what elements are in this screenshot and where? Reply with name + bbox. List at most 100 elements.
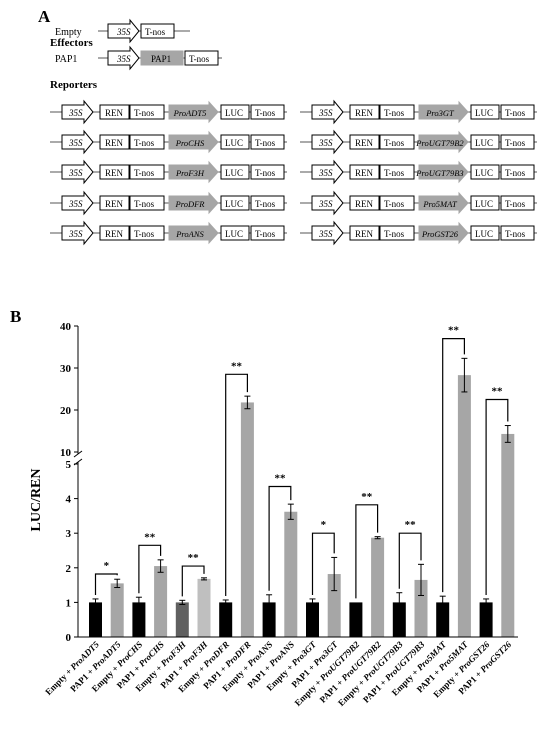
- effector-empty: Empty 35S T-nos: [55, 18, 190, 44]
- tnos-box: [379, 164, 415, 180]
- reporter-construct-left-0: 35S REN T-nos ProADT5 LUC T-nos: [50, 99, 287, 125]
- reporter-construct-right-3: 35S REN T-nos Pro5MAT LUC T-nos: [300, 190, 537, 216]
- promoter-35s-label: 35S: [318, 138, 333, 148]
- luc-box: [220, 134, 250, 150]
- promoter-35s-label: 35S: [68, 229, 83, 239]
- ren-box: [349, 134, 380, 150]
- bar: [262, 602, 276, 637]
- tnos-label: T-nos: [505, 229, 526, 239]
- tnos-box: [500, 104, 535, 120]
- tnos-box: [129, 134, 165, 150]
- tnos-label: T-nos: [384, 168, 405, 178]
- reporter-construct-right-2: 35S REN T-nos ProUGT79B3 LUC T-nos: [300, 159, 537, 185]
- ren-label: REN: [355, 168, 374, 178]
- y-tick-label: 5: [66, 459, 72, 471]
- reporter-promoter-label: ProUGT79B3: [415, 168, 463, 178]
- y-tick-label: 20: [60, 405, 72, 417]
- luc-label: LUC: [475, 199, 493, 209]
- ren-box: [99, 134, 130, 150]
- luc-box: [470, 134, 500, 150]
- tnos-label: T-nos: [134, 168, 155, 178]
- reporter-promoter-arrow: [168, 130, 219, 154]
- ren-box: [349, 164, 380, 180]
- bar: [306, 602, 319, 637]
- y-tick-label: 30: [60, 363, 72, 375]
- ren-box: [99, 164, 130, 180]
- reporter-promoter-label: ProUGT79B2: [415, 138, 464, 148]
- promoter-35s-label: 35S: [318, 108, 333, 118]
- significance-bracket: [485, 398, 509, 595]
- bar: [132, 602, 146, 637]
- y-tick-label: 2: [66, 563, 72, 575]
- promoter-35s-label: 35S: [116, 27, 131, 37]
- promoter-35s-arrow: [61, 220, 94, 246]
- reporter-promoter-label: ProGST26: [421, 229, 459, 239]
- tnos-label: T-nos: [255, 199, 276, 209]
- tnos-box: [129, 104, 165, 120]
- tnos-label: T-nos: [505, 199, 526, 209]
- y-tick-label: 1: [66, 597, 72, 609]
- significance-bracket: [311, 532, 335, 595]
- bar: [154, 566, 168, 637]
- tnos-label: T-nos: [255, 138, 276, 148]
- ren-label: REN: [105, 108, 124, 118]
- significance-bracket: [94, 573, 118, 595]
- ren-box: [349, 104, 380, 120]
- tnos-label: T-nos: [384, 108, 405, 118]
- tnos-label: T-nos: [384, 138, 405, 148]
- y-tick-label: 0: [66, 632, 72, 644]
- luc-box: [470, 225, 500, 241]
- y-axis-label: LUC/REN: [29, 468, 44, 531]
- tnos-box: [500, 225, 535, 241]
- ren-box: [99, 104, 130, 120]
- bar: [327, 574, 341, 637]
- panel-b-label: B: [10, 307, 21, 326]
- significance-label: *: [321, 519, 327, 531]
- bar: [414, 579, 428, 637]
- luc-box: [470, 195, 500, 211]
- bar: [349, 602, 363, 637]
- bar: [219, 602, 233, 637]
- bar: [240, 402, 254, 637]
- reporter-promoter-label: ProCHS: [175, 138, 205, 148]
- y-tick-label: 3: [66, 528, 72, 540]
- panel-a-label: A: [38, 7, 51, 26]
- tnos-box: [500, 164, 535, 180]
- promoter-35s-arrow: [107, 45, 140, 71]
- luc-label: LUC: [225, 168, 243, 178]
- reporter-promoter-label: Pro3GT: [425, 108, 455, 118]
- y-tick-label: 4: [66, 494, 72, 506]
- luc-box: [470, 164, 500, 180]
- bar: [371, 537, 385, 637]
- promoter-35s-arrow: [61, 99, 94, 125]
- promoter-35s-arrow: [311, 129, 344, 155]
- effector-name: Empty: [55, 27, 82, 38]
- y-tick-label: 40: [60, 321, 72, 333]
- tnos-label: T-nos: [505, 108, 526, 118]
- bar: [89, 602, 102, 637]
- tnos-box: [500, 134, 535, 150]
- significance-label: **: [361, 491, 373, 503]
- promoter-35s-arrow: [61, 129, 94, 155]
- reporter-promoter-arrow: [168, 160, 219, 184]
- ren-label: REN: [105, 138, 124, 148]
- reporter-construct-left-3: 35S REN T-nos ProDFR LUC T-nos: [50, 190, 287, 216]
- ren-label: REN: [355, 108, 374, 118]
- bar: [110, 583, 124, 637]
- bar: [501, 433, 515, 637]
- significance-label: **: [405, 519, 417, 531]
- tnos-box: [250, 104, 285, 120]
- reporter-promoter-arrow: [418, 221, 469, 245]
- significance-label: **: [491, 386, 503, 398]
- tnos-box: [129, 225, 165, 241]
- tnos-box: [250, 195, 285, 211]
- axis-break-mark: [73, 450, 83, 458]
- significance-bracket: [181, 565, 205, 597]
- tnos-box: [379, 134, 415, 150]
- effector-pap1: PAP1 35S PAP1 T-nos: [55, 45, 222, 71]
- ren-box: [349, 195, 380, 211]
- luc-box: [220, 104, 250, 120]
- promoter-35s-label: 35S: [68, 168, 83, 178]
- luc-label: LUC: [225, 138, 243, 148]
- tnos-box: [250, 134, 285, 150]
